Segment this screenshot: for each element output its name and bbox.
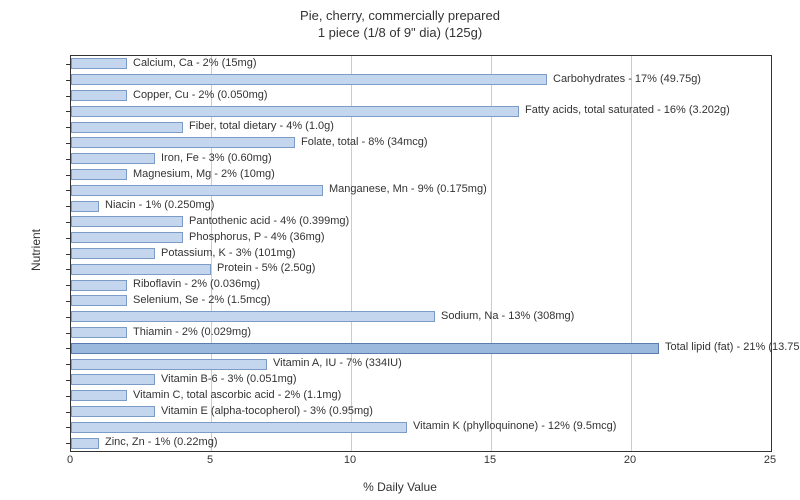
nutrient-bar [71,295,127,306]
nutrient-label: Thiamin - 2% (0.029mg) [133,326,251,338]
y-tick-mark [66,348,71,349]
y-tick-mark [66,333,71,334]
x-tick-label: 0 [67,454,73,466]
nutrient-label: Carbohydrates - 17% (49.75g) [553,73,701,85]
nutrient-bar [71,169,127,180]
nutrient-label: Potassium, K - 3% (101mg) [161,247,296,259]
title-line2: 1 piece (1/8 of 9" dia) (125g) [318,25,482,40]
nutrient-label: Niacin - 1% (0.250mg) [105,199,214,211]
nutrient-label: Vitamin B-6 - 3% (0.051mg) [161,373,297,385]
nutrient-label: Fatty acids, total saturated - 16% (3.20… [525,104,730,116]
nutrient-bar [71,390,127,401]
nutrient-label: Selenium, Se - 2% (1.5mcg) [133,294,271,306]
nutrient-bar [71,232,183,243]
nutrient-bar [71,137,295,148]
nutrient-bar [71,58,127,69]
nutrient-bar [71,438,99,449]
y-tick-mark [66,364,71,365]
nutrient-bar [71,106,519,117]
nutrient-bar [71,422,407,433]
nutrient-bar [71,122,183,133]
nutrient-label: Vitamin E (alpha-tocopherol) - 3% (0.95m… [161,405,373,417]
nutrient-label: Protein - 5% (2.50g) [217,262,315,274]
y-tick-mark [66,80,71,81]
y-tick-mark [66,412,71,413]
chart-container: Pie, cherry, commercially prepared 1 pie… [0,0,800,500]
nutrient-label: Calcium, Ca - 2% (15mg) [133,57,256,69]
y-tick-mark [66,206,71,207]
nutrient-bar [71,185,323,196]
y-tick-mark [66,427,71,428]
y-tick-mark [66,127,71,128]
nutrient-label: Vitamin C, total ascorbic acid - 2% (1.1… [133,389,341,401]
nutrient-bar [71,374,155,385]
nutrient-label: Fiber, total dietary - 4% (1.0g) [189,120,334,132]
y-tick-mark [66,96,71,97]
x-axis-label: % Daily Value [363,480,437,494]
y-tick-mark [66,285,71,286]
nutrient-label: Riboflavin - 2% (0.036mg) [133,278,260,290]
nutrient-bar [71,216,183,227]
x-tick-label: 25 [764,454,776,466]
nutrient-bar [71,343,659,354]
x-tick-label: 10 [344,454,356,466]
x-tick-label: 20 [624,454,636,466]
y-tick-mark [66,317,71,318]
nutrient-bar [71,264,211,275]
y-tick-mark [66,64,71,65]
y-tick-mark [66,301,71,302]
nutrient-bar [71,201,99,212]
y-tick-mark [66,159,71,160]
nutrient-bar [71,74,547,85]
nutrient-label: Magnesium, Mg - 2% (10mg) [133,168,275,180]
x-tick-label: 5 [207,454,213,466]
nutrient-label: Sodium, Na - 13% (308mg) [441,310,574,322]
y-tick-mark [66,380,71,381]
chart-title: Pie, cherry, commercially prepared 1 pie… [0,0,800,42]
nutrient-bar [71,311,435,322]
nutrient-bar [71,406,155,417]
y-axis-label: Nutrient [29,229,43,271]
nutrient-label: Folate, total - 8% (34mcg) [301,136,428,148]
nutrient-bar [71,359,267,370]
nutrient-label: Vitamin K (phylloquinone) - 12% (9.5mcg) [413,420,616,432]
nutrient-label: Pantothenic acid - 4% (0.399mg) [189,215,349,227]
nutrient-label: Iron, Fe - 3% (0.60mg) [161,152,272,164]
nutrient-bar [71,248,155,259]
nutrient-label: Copper, Cu - 2% (0.050mg) [133,89,268,101]
plot-area: Calcium, Ca - 2% (15mg) Carbohydrates - 1… [70,55,772,452]
nutrient-label: Phosphorus, P - 4% (36mg) [189,231,325,243]
y-tick-mark [66,396,71,397]
y-tick-mark [66,222,71,223]
nutrient-label: Total lipid (fat) - 21% (13.75g) [665,341,800,353]
y-tick-mark [66,238,71,239]
nutrient-bar [71,90,127,101]
y-tick-mark [66,111,71,112]
nutrient-label: Zinc, Zn - 1% (0.22mg) [105,436,217,448]
nutrient-label: Vitamin A, IU - 7% (334IU) [273,357,402,369]
y-tick-mark [66,254,71,255]
nutrient-bar [71,280,127,291]
nutrient-bar [71,153,155,164]
nutrient-bar [71,327,127,338]
y-tick-mark [66,443,71,444]
y-tick-mark [66,175,71,176]
y-tick-mark [66,143,71,144]
x-tick-label: 15 [484,454,496,466]
title-line1: Pie, cherry, commercially prepared [300,8,500,23]
y-tick-mark [66,269,71,270]
y-tick-mark [66,190,71,191]
nutrient-label: Manganese, Mn - 9% (0.175mg) [329,183,487,195]
